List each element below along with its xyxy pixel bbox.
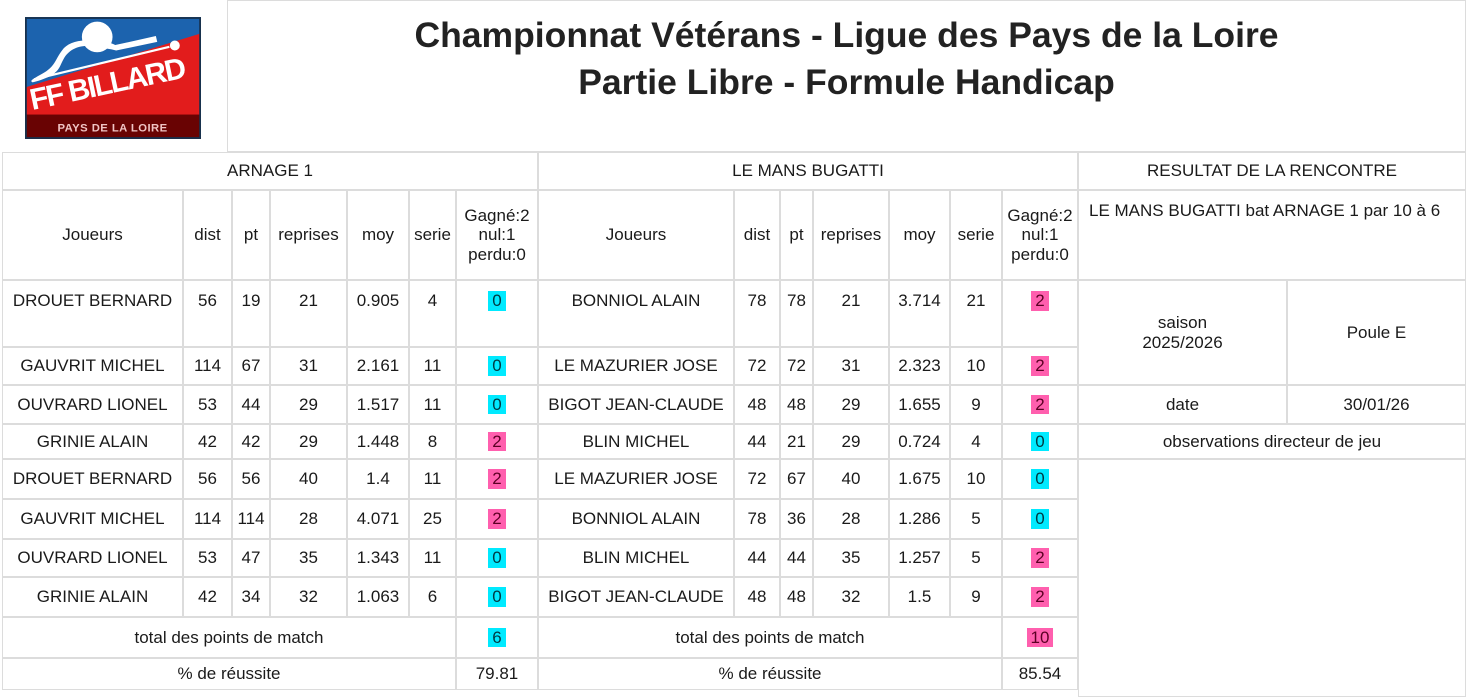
svg-text:PAYS DE LA LOIRE: PAYS DE LA LOIRE: [58, 123, 168, 135]
